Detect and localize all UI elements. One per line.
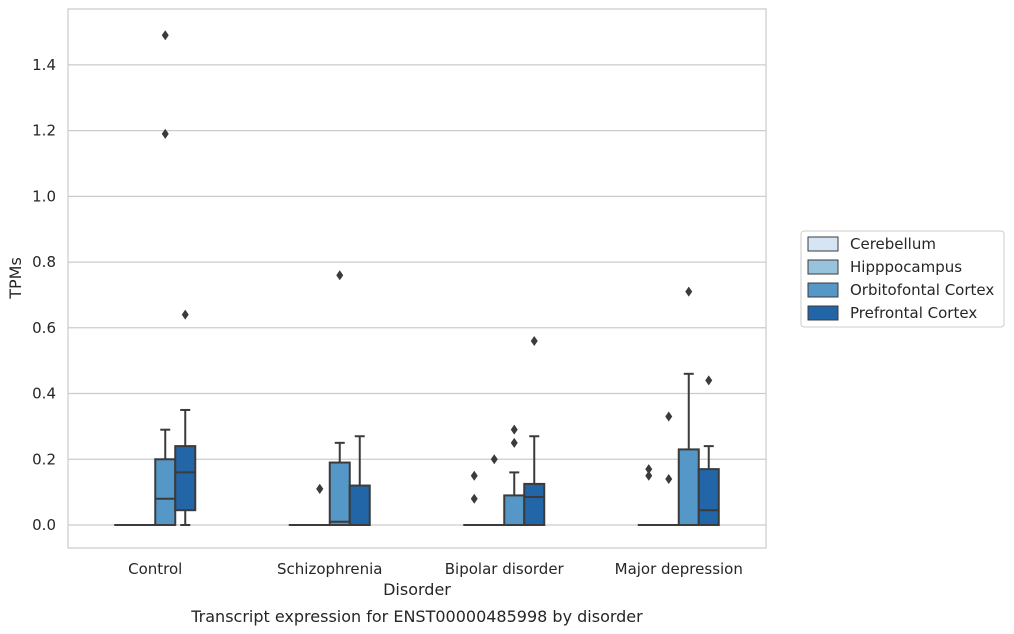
legend: Cerebellum Hipppocampus Orbitofontal Corte… (800, 230, 1005, 328)
x-axis-title: Disorder (383, 580, 451, 599)
y-tick-label: 1.4 (32, 56, 56, 74)
x-tick-label: Bipolar disorder (445, 560, 565, 578)
x-tick-label: Schizophrenia (277, 560, 382, 578)
outlier-point (510, 437, 518, 448)
gridlines (68, 64, 766, 526)
outlier-point (336, 270, 344, 281)
outlier-point (181, 309, 189, 320)
outlier-point (645, 470, 653, 481)
outlier-point (530, 335, 538, 346)
legend-label: Hipppocampus (850, 258, 962, 276)
y-tick-label: 0.2 (32, 450, 56, 468)
box (503, 494, 526, 526)
box-series (114, 30, 720, 527)
outlier-point (510, 424, 518, 435)
legend-swatch (807, 305, 839, 321)
outlier-point (705, 375, 713, 386)
box (677, 448, 700, 526)
outlier-point (316, 483, 324, 494)
outlier-point (665, 411, 673, 422)
chart-caption: Transcript expression for ENST0000048599… (190, 607, 643, 626)
outlier-point (490, 454, 498, 465)
box (328, 461, 351, 526)
outlier-point (685, 286, 693, 297)
legend-swatch (807, 236, 839, 252)
y-tick-label: 0.8 (32, 253, 56, 271)
legend-label: Orbitofontal Cortex (850, 281, 994, 299)
legend-swatch (807, 282, 839, 298)
x-tick-label: Major depression (615, 560, 743, 578)
outlier-point (470, 493, 478, 504)
y-axis-title: TPMs (6, 257, 25, 300)
outlier-point (470, 470, 478, 481)
box (154, 458, 177, 526)
x-axis: Control Schizophrenia Bipolar disorder Majo… (128, 560, 743, 578)
outlier-point (161, 30, 169, 41)
y-tick-label: 0.6 (32, 319, 56, 337)
box (523, 482, 546, 526)
legend-frame (800, 230, 1005, 328)
y-tick-label: 1.2 (32, 122, 56, 140)
outlier-point (665, 473, 673, 484)
y-tick-label: 1.0 (32, 187, 56, 205)
x-tick-label: Control (128, 560, 182, 578)
series-prefrontal-cortex (174, 309, 720, 526)
legend-label: Cerebellum (850, 235, 936, 253)
outlier-point (161, 128, 169, 139)
box (174, 445, 197, 512)
plot-area-frame (67, 8, 767, 549)
outlier-point (645, 464, 653, 475)
legend-label: Prefrontal Cortex (850, 304, 977, 322)
series-cerebellum (114, 464, 660, 527)
series-hipppocampus (134, 411, 680, 527)
box (348, 484, 371, 526)
series-orbitofontal-cortex (154, 30, 700, 526)
legend-swatch (807, 259, 839, 275)
box (697, 468, 720, 526)
y-tick-label: 0.4 (32, 385, 56, 403)
y-tick-label: 0.0 (32, 516, 56, 534)
y-axis: 0.0 0.2 0.4 0.6 0.8 1.0 1.2 1.4 (32, 56, 56, 534)
